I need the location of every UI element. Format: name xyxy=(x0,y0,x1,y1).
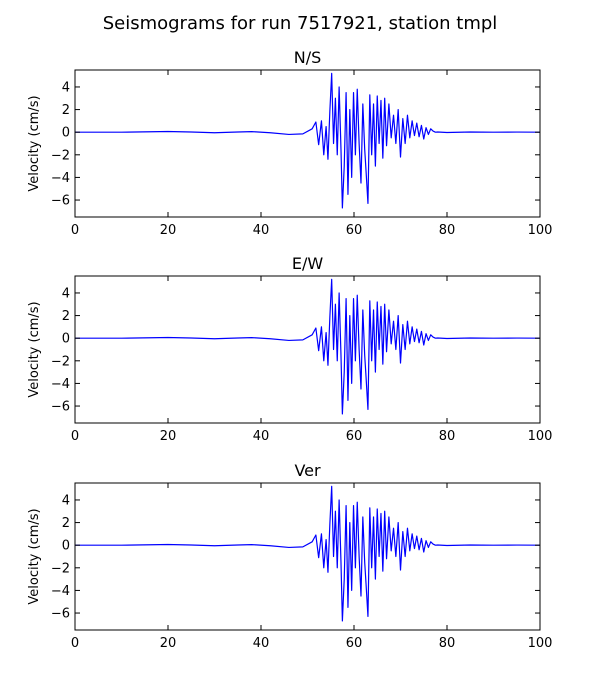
x-tick-label: 80 xyxy=(439,429,456,444)
y-tick-label: −4 xyxy=(51,377,70,392)
x-tick-label: 0 xyxy=(71,223,79,238)
x-tick-label: 0 xyxy=(71,429,79,444)
y-tick-label: −4 xyxy=(51,584,70,599)
x-tick-label: 100 xyxy=(528,429,553,444)
velocity-trace-series-0 xyxy=(75,278,540,415)
y-tick-label: −2 xyxy=(51,148,70,163)
figure-title: Seismograms for run 7517921, station tmp… xyxy=(103,13,498,34)
y-tick-label: −6 xyxy=(51,400,70,415)
x-tick-label: 60 xyxy=(346,429,363,444)
axes-frame xyxy=(74,482,541,631)
panel-title: E/W xyxy=(292,254,324,273)
x-tick-label: 100 xyxy=(528,636,553,651)
y-tick-label: −2 xyxy=(51,561,70,576)
velocity-trace-series-0 xyxy=(75,485,540,622)
x-tick-label: 100 xyxy=(528,223,553,238)
panel-title: N/S xyxy=(294,48,322,67)
y-tick-label: 2 xyxy=(62,103,70,118)
y-tick-label: 0 xyxy=(62,539,70,554)
y-tick-label: 4 xyxy=(62,493,70,508)
panel-title: Ver xyxy=(294,461,321,480)
y-tick-label: 0 xyxy=(62,126,70,141)
x-tick-label: 20 xyxy=(160,429,177,444)
x-tick-label: 20 xyxy=(160,636,177,651)
x-tick-label: 60 xyxy=(346,223,363,238)
y-tick-label: 4 xyxy=(62,286,70,301)
axes-frame xyxy=(74,69,541,218)
x-tick-label: 0 xyxy=(71,636,79,651)
x-tick-label: 20 xyxy=(160,223,177,238)
y-tick-label: −2 xyxy=(51,354,70,369)
y-tick-label: 4 xyxy=(62,80,70,95)
axes-frame xyxy=(74,275,541,424)
y-tick-label: −4 xyxy=(51,171,70,186)
y-tick-label: −6 xyxy=(51,607,70,622)
y-tick-label: 2 xyxy=(62,309,70,324)
x-tick-label: 40 xyxy=(253,429,270,444)
velocity-trace-series-0 xyxy=(75,72,540,209)
y-tick-label: 0 xyxy=(62,332,70,347)
x-tick-label: 80 xyxy=(439,223,456,238)
y-axis-label: Velocity (cm/s) xyxy=(27,301,42,397)
y-tick-label: 2 xyxy=(62,516,70,531)
x-tick-label: 40 xyxy=(253,636,270,651)
y-axis-label: Velocity (cm/s) xyxy=(27,508,42,604)
x-tick-label: 60 xyxy=(346,636,363,651)
x-tick-label: 80 xyxy=(439,636,456,651)
y-axis-label: Velocity (cm/s) xyxy=(27,95,42,191)
x-tick-label: 40 xyxy=(253,223,270,238)
y-tick-label: −6 xyxy=(51,194,70,209)
